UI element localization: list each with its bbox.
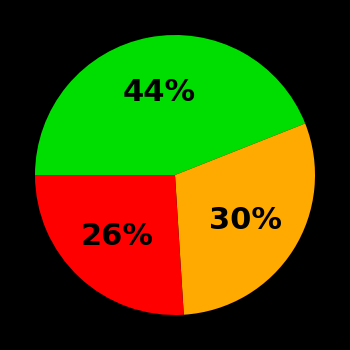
Wedge shape <box>35 175 184 315</box>
Wedge shape <box>35 35 305 175</box>
Wedge shape <box>175 124 315 315</box>
Text: 26%: 26% <box>81 222 154 251</box>
Text: 30%: 30% <box>209 205 282 234</box>
Text: 44%: 44% <box>123 78 196 107</box>
